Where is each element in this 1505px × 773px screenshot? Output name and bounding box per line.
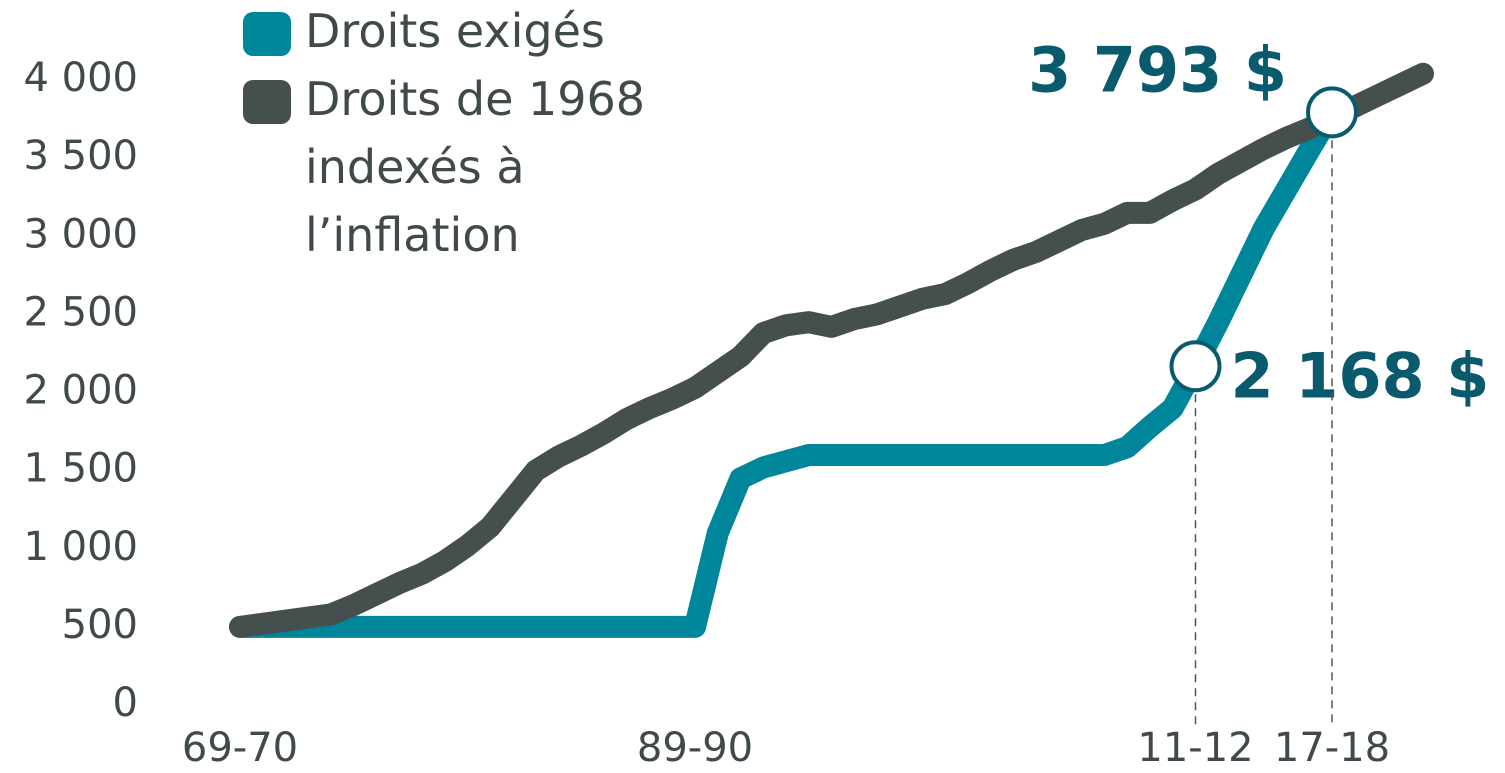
legend-swatch [243,80,291,124]
legend-line: Droits exigés [305,4,605,58]
y-tick-label: 1 000 [23,524,138,570]
y-tick-label: 4 000 [23,55,138,101]
legend-label: Droits de 1968 indexés à l’inflation [305,72,645,262]
data-label: 2 168 $ [1231,339,1490,412]
series-line [229,101,1343,638]
data-label: 3 793 $ [1028,33,1287,106]
series-line [229,62,1434,638]
y-tick-label: 500 [62,602,138,648]
highlight-point [1169,340,1222,393]
x-tick-label: 11-12 [1137,725,1253,771]
legend-label: Droits exigés [305,4,605,58]
highlight-point [1306,86,1358,139]
y-tick-label: 3 500 [23,133,138,179]
x-tick-label: 69-70 [182,725,298,771]
legend-swatch [243,12,291,56]
legend-line: indexés à [305,140,525,194]
x-tick-label: 17-18 [1274,725,1390,771]
y-tick-label: 2 500 [23,289,138,335]
y-tick-label: 2 000 [23,368,138,414]
y-tick-label: 1 500 [23,446,138,492]
legend-line: Droits de 1968 [305,72,645,126]
y-tick-label: 0 [113,680,138,726]
y-tick-label: 3 000 [23,211,138,257]
x-tick-label: 89-90 [637,725,753,771]
legend-line: l’inflation [305,208,520,262]
